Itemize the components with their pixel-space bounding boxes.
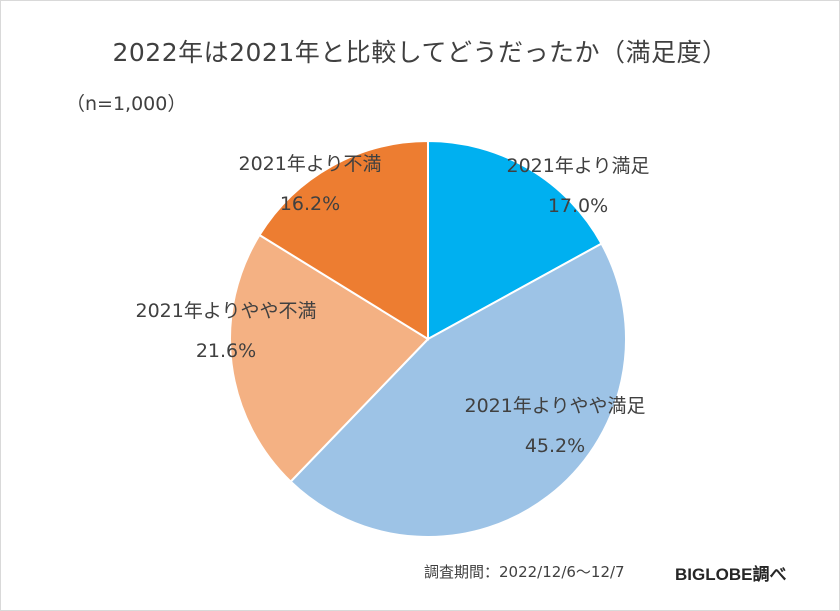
pie-slice-dissatisfied xyxy=(258,139,429,341)
slice-value-dissatisfied: 16.2% xyxy=(280,193,340,215)
sample-size: （n=1,000） xyxy=(66,93,187,115)
slice-label-somewhat-satisfied: 2021年よりやや満足 xyxy=(465,395,646,417)
slice-value-somewhat-satisfied: 45.2% xyxy=(525,435,585,457)
pie-slice-somewhat-satisfied xyxy=(289,242,627,538)
chart-title: 2022年は2021年と比較してどうだったか（満足度） xyxy=(112,38,728,67)
slice-label-somewhat-dissatisfied: 2021年よりやや不満 xyxy=(136,300,317,322)
slice-value-satisfied: 17.0% xyxy=(548,195,608,217)
source-credit: BIGLOBE調べ xyxy=(675,565,787,584)
slice-label-dissatisfied: 2021年より不満 xyxy=(239,153,382,175)
pie-slice-somewhat-dissatisfied xyxy=(229,233,430,484)
slice-label-satisfied: 2021年より満足 xyxy=(507,155,650,177)
pie-slice-satisfied xyxy=(427,139,603,341)
survey-period: 調査期間：2022/12/6～12/7 xyxy=(424,563,625,581)
slice-value-somewhat-dissatisfied: 21.6% xyxy=(196,340,256,362)
